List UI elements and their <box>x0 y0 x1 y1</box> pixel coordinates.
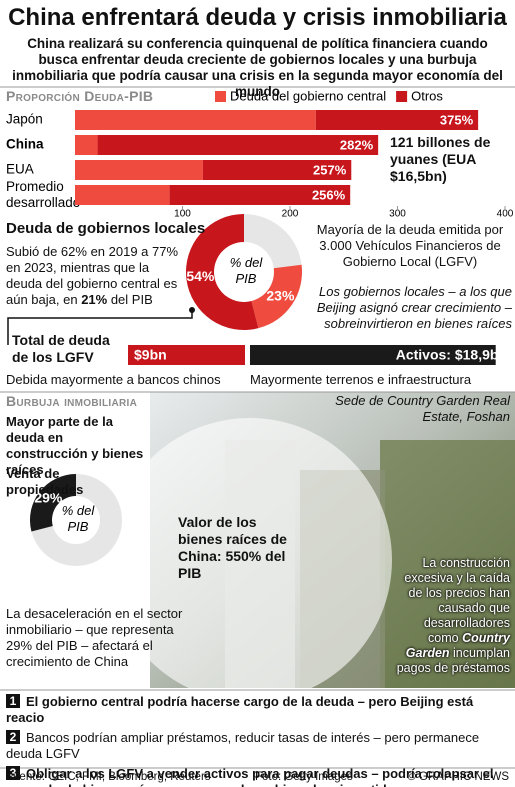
legend-label: Otros <box>411 88 443 103</box>
photo-text: La construcción excesiva y la caída de l… <box>395 556 510 676</box>
center-line: % del <box>62 503 96 518</box>
center-line: % del <box>230 255 264 270</box>
total-label: 375% <box>440 112 474 127</box>
connector <box>7 310 193 345</box>
bar-segment <box>75 160 203 180</box>
donut-segment <box>29 474 77 532</box>
assets-bar <box>250 345 496 365</box>
option-text: El gobierno central podría hacerse cargo… <box>6 694 474 725</box>
category-label-line: desarrollado <box>6 195 80 210</box>
bar-segment <box>97 135 379 155</box>
section-title: Burbuja inmobiliaria <box>6 393 138 409</box>
comment: Los gobiernos locales – a los que Beijin… <box>316 284 512 331</box>
x-tick-label: 200 <box>282 209 299 220</box>
section-title: Proporción Deuda-PIB <box>6 88 154 104</box>
title: China enfrentará deuda y crisis inmobili… <box>8 4 507 31</box>
option: 3 Obligar a los LGFV a vender activos par… <box>6 766 511 787</box>
category-label: China <box>6 137 44 152</box>
options-list: 1 El gobierno central podría hacerse carg… <box>6 694 511 787</box>
bar-segment <box>75 185 170 205</box>
connector-dot <box>189 307 195 313</box>
source: Fuente: CEIC, FMI, Bloomberg, Reuters <box>6 771 211 783</box>
donut-label: 23% <box>266 287 295 303</box>
section-heading: Deuda de gobiernos locales <box>6 220 206 237</box>
note: Mayoría de la deuda emitida por 3.000 Ve… <box>316 222 504 269</box>
bar-segment <box>169 185 351 205</box>
photo-credit: Foto: Getty Images <box>255 771 353 783</box>
value-text: Valor de los bienes raíces de China: 550… <box>178 514 287 581</box>
option: 1 El gobierno central podría hacerse carg… <box>6 694 511 726</box>
credit: © GRAPHIC NEWS <box>407 771 509 783</box>
legend-label: Deuda del gobierno central <box>230 88 386 103</box>
donut-segment <box>186 214 259 330</box>
option-number: 1 <box>6 694 20 708</box>
donut-center-label: % del PIB <box>230 255 264 286</box>
highlight: Country Garden <box>405 631 510 660</box>
x-tick-label: 400 <box>497 209 514 220</box>
center-line: PIB <box>236 271 257 286</box>
bar-label: Activos: $18,9bn <box>396 347 507 363</box>
photo-building <box>380 440 515 688</box>
chart-note: 121 billones de yuanes (EUA $16,5bn) <box>390 134 491 184</box>
bar-label: $9bn <box>134 347 167 363</box>
center-line: PIB <box>68 519 89 534</box>
bar-segment <box>315 110 479 130</box>
total-label: 256% <box>312 187 346 202</box>
label: Venta de propiedades <box>6 466 84 497</box>
category-label: Promedio desarrollado <box>6 179 80 210</box>
bar-segment <box>75 110 316 130</box>
x-tick-label: 100 <box>174 209 191 220</box>
option-number: 2 <box>6 730 20 744</box>
heading: Mayor parte de la deuda en construcción … <box>6 414 144 477</box>
text: La construcción excesiva y la caída de l… <box>404 556 510 645</box>
note: Debida mayormente a bancos chinos <box>6 372 221 387</box>
paragraph: Subió de 62% en 2019 a 77% en 2023, mien… <box>6 244 184 308</box>
note: Mayormente terrenos e infraestructura <box>250 372 472 387</box>
text: Subió de 62% en 2019 a 77% en 2023, mien… <box>6 244 179 307</box>
donut-segment <box>251 264 303 329</box>
option-number: 3 <box>6 766 20 780</box>
donut-label: 29% <box>34 489 63 505</box>
photo-overlay <box>108 418 392 702</box>
category-label-line: Promedio <box>6 179 64 194</box>
photo-caption: Sede de Country Garden Real Estate, Fosh… <box>335 393 510 424</box>
bar-segment <box>202 160 352 180</box>
legend-swatch <box>215 91 226 102</box>
highlight: 21% <box>81 292 108 307</box>
donut-center-label: % del PIB <box>62 503 96 534</box>
option: 2 Bancos podrían ampliar préstamos, reduc… <box>6 730 511 762</box>
debt-bar <box>128 345 245 365</box>
bar-segment <box>75 135 98 155</box>
legend-swatch <box>396 91 408 102</box>
donut-label: 54% <box>186 268 215 284</box>
text: incumplan pagos de préstamos <box>396 646 510 675</box>
total-label: 257% <box>313 162 347 177</box>
option-text: Bancos podrían ampliar préstamos, reduci… <box>6 730 480 761</box>
category-label: EUA <box>6 162 34 177</box>
option-text: Obligar a los LGFV a vender activos para… <box>6 766 494 787</box>
text: del PIB <box>107 292 153 307</box>
subtitle: China realizará su conferencia quinquena… <box>12 36 503 99</box>
category-label: Japón <box>6 112 43 127</box>
paragraph: La desaceleración en el sector inmobilia… <box>6 606 183 669</box>
lgfv-title: Total de deuda de los LGFV <box>12 332 110 365</box>
total-label: 282% <box>340 137 374 152</box>
x-tick-label: 300 <box>389 209 406 220</box>
